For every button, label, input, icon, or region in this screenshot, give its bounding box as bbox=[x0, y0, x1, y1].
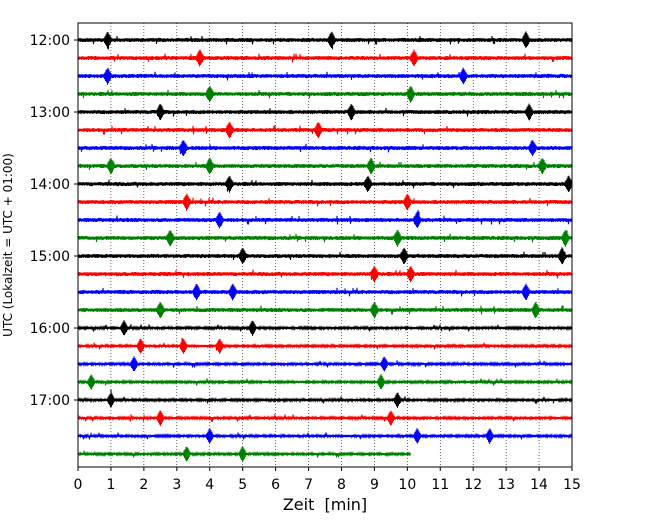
trace-1500 bbox=[77, 247, 573, 265]
trace-1615 bbox=[77, 337, 573, 354]
trace-1715 bbox=[77, 410, 573, 426]
trace-1530 bbox=[77, 283, 573, 301]
x-tick-label: 9 bbox=[370, 477, 379, 493]
x-tick-label: 7 bbox=[304, 477, 313, 493]
x-tick-label: 1 bbox=[106, 477, 115, 493]
trace-1400 bbox=[77, 175, 573, 193]
x-tick-label: 11 bbox=[431, 477, 449, 493]
trace-1545 bbox=[77, 301, 573, 319]
trace-1300 bbox=[77, 103, 573, 121]
x-tick-label: 15 bbox=[563, 477, 581, 493]
y-axis-title: UTC (Lokalzeit = UTC + 01:00) bbox=[1, 153, 15, 337]
trace-1330 bbox=[77, 140, 573, 157]
y-tick-label: 12:00 bbox=[30, 33, 70, 49]
y-tick-label: 14:00 bbox=[30, 177, 70, 193]
seismic-traces bbox=[77, 31, 573, 462]
x-axis: 0 1 2 3 4 5 6 7 8 9 10 11 12 13 14 15 bbox=[74, 467, 581, 493]
trace-1245 bbox=[77, 86, 573, 103]
x-tick-label: 8 bbox=[337, 477, 346, 493]
y-tick-label: 17:00 bbox=[30, 393, 70, 409]
plot-frame bbox=[77, 22, 573, 468]
x-axis-title: Zeit [min] bbox=[283, 495, 367, 514]
trace-1430 bbox=[77, 209, 573, 229]
x-tick-label: 2 bbox=[139, 477, 148, 493]
y-tick-label: 16:00 bbox=[30, 321, 70, 337]
trace-1700 bbox=[77, 389, 573, 408]
trace-1345 bbox=[77, 157, 573, 175]
x-tick-label: 6 bbox=[271, 477, 280, 493]
x-tick-label: 4 bbox=[205, 477, 214, 493]
trace-1230 bbox=[77, 67, 573, 85]
trace-1515 bbox=[77, 265, 573, 283]
x-tick-label: 14 bbox=[530, 477, 548, 493]
y-tick-label: 13:00 bbox=[30, 105, 70, 121]
trace-1600 bbox=[77, 320, 573, 336]
trace-1200 bbox=[77, 31, 573, 50]
trace-1730 bbox=[77, 428, 573, 444]
x-tick-label: 5 bbox=[238, 477, 247, 493]
x-tick-label: 3 bbox=[172, 477, 181, 493]
x-tick-label: 10 bbox=[398, 477, 416, 493]
y-tick-label: 15:00 bbox=[30, 249, 70, 265]
trace-1215 bbox=[77, 49, 573, 67]
x-tick-label: 12 bbox=[464, 477, 482, 493]
x-tick-label: 13 bbox=[497, 477, 515, 493]
y-axis: 12:00 13:00 14:00 15:00 16:00 17:00 bbox=[30, 33, 78, 409]
trace-1445 bbox=[77, 230, 573, 247]
trace-1630 bbox=[77, 356, 573, 372]
x-tick-label: 0 bbox=[74, 477, 83, 493]
trace-1415 bbox=[77, 193, 573, 211]
trace-1315 bbox=[77, 122, 573, 139]
trace-1745 bbox=[77, 446, 411, 462]
trace-1645 bbox=[77, 373, 573, 390]
grid-lines bbox=[110, 23, 540, 467]
